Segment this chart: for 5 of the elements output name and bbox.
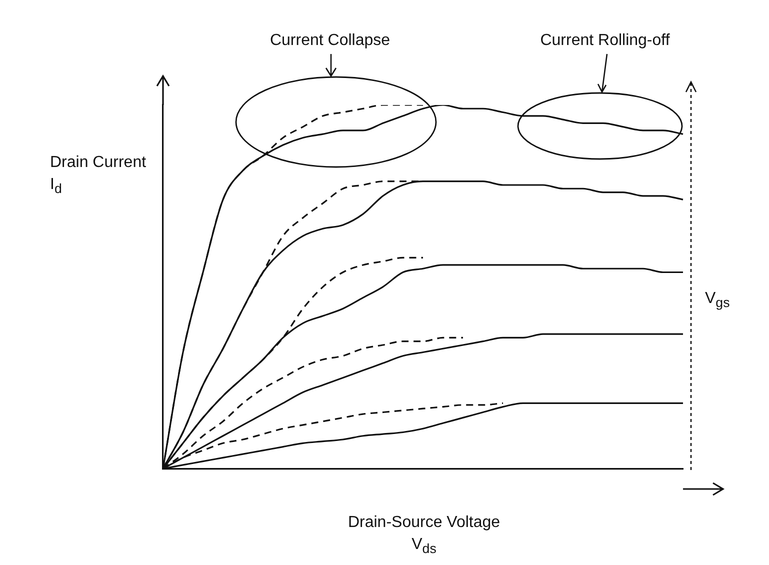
text: Current Rolling-off <box>539 31 671 51</box>
y-axis-title: Drain Current I$_{d}$ <box>50 153 148 198</box>
text: V$_{gs}$ <box>705 289 731 312</box>
x-axis-title: Drain-Source Voltage V$_{ds}$ <box>346 513 502 558</box>
text: Current Collapse <box>268 31 392 51</box>
